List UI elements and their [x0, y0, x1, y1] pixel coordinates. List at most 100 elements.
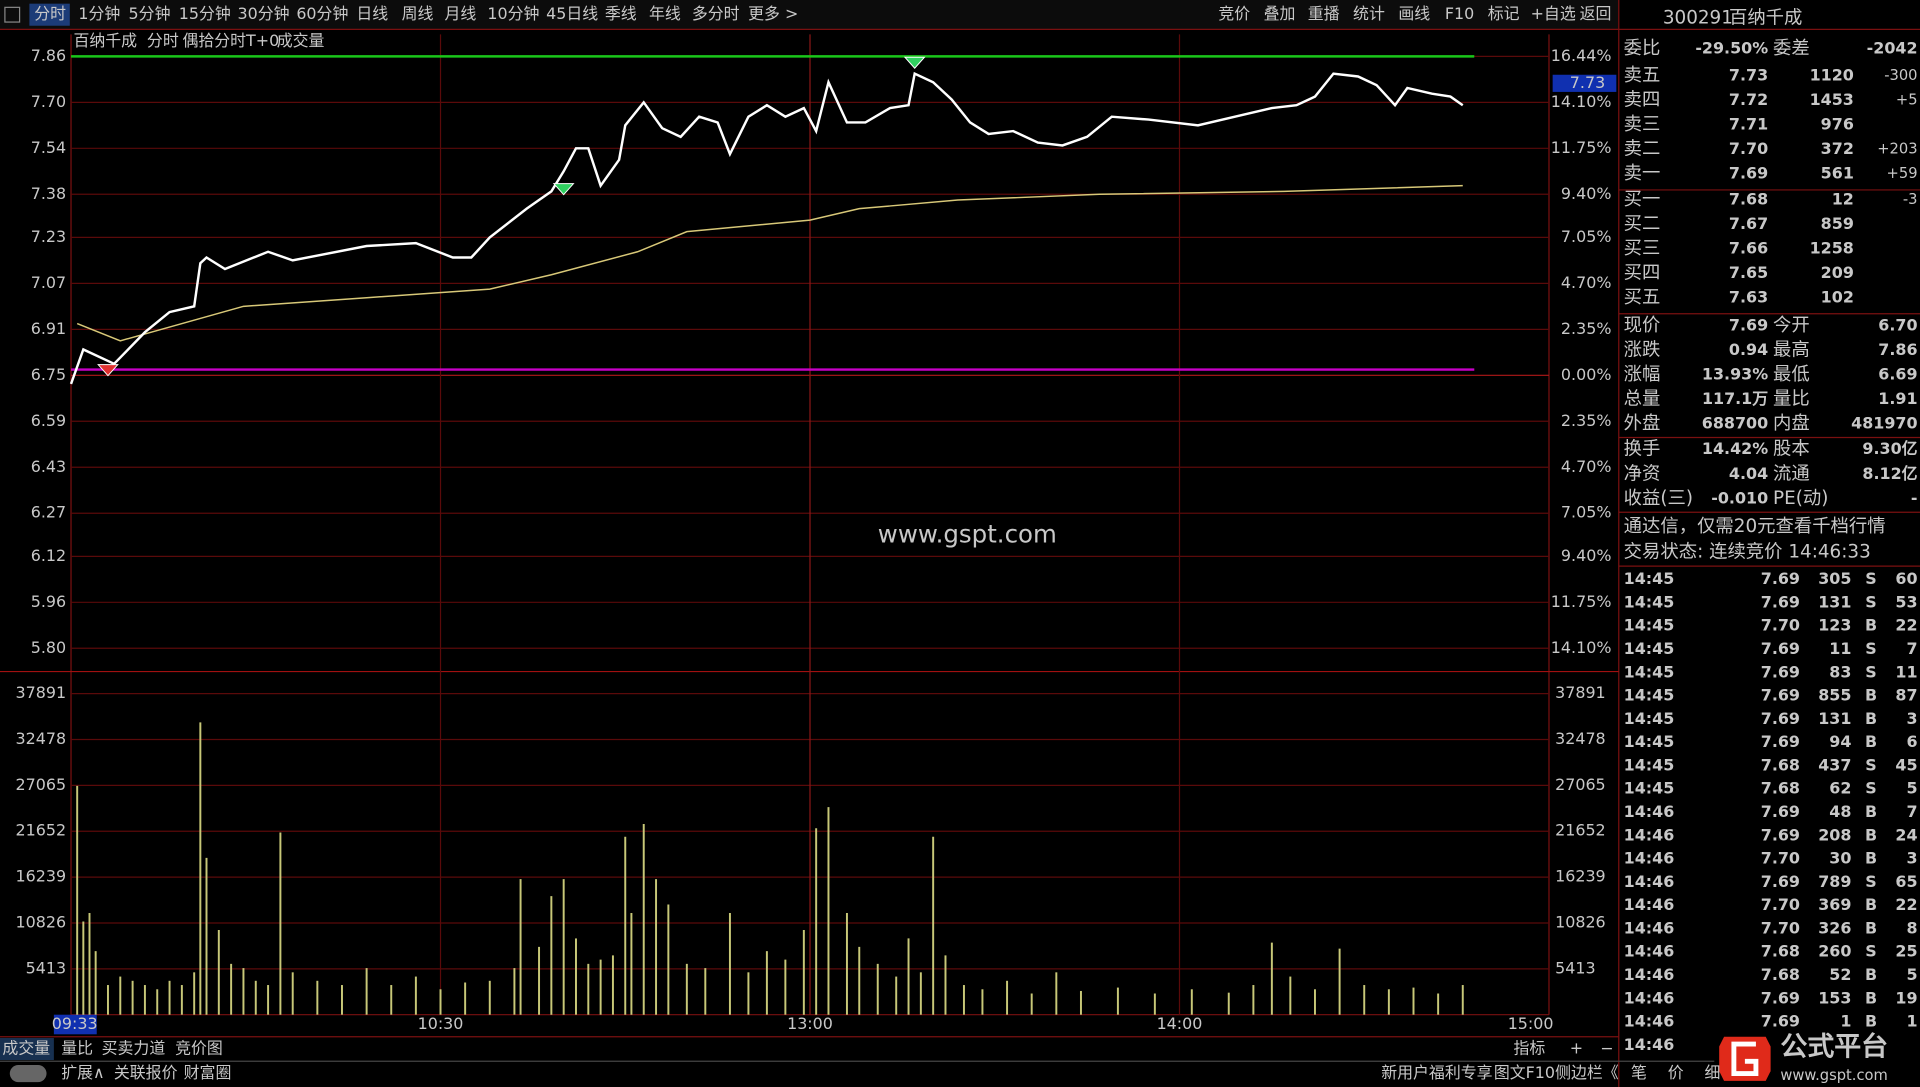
- bottom-link[interactable]: 新用户福利专享: [1381, 1063, 1492, 1082]
- bottom-tool[interactable]: +: [1570, 1039, 1583, 1058]
- trade-count: 7: [1906, 802, 1917, 821]
- trade-price: 7.70: [1761, 616, 1800, 635]
- quote-label: PE(动): [1773, 488, 1828, 509]
- ad-text[interactable]: 通达信，仅需20元查看千档行情: [1624, 516, 1886, 537]
- toolbar-button[interactable]: F10: [1445, 4, 1474, 23]
- toolbar-button[interactable]: 画线: [1398, 4, 1430, 23]
- bottom-tool[interactable]: 指标: [1513, 1039, 1545, 1058]
- bottom-tab[interactable]: 买卖力道: [102, 1039, 166, 1058]
- trade-count: 11: [1895, 662, 1917, 681]
- trade-side: S: [1865, 639, 1876, 658]
- stock-name: 百纳千成: [1729, 7, 1802, 28]
- bottom-tab[interactable]: 竞价图: [175, 1039, 223, 1058]
- stock-name: 百纳千成: [73, 31, 137, 50]
- quote-value: 9.30亿: [1862, 439, 1917, 458]
- quote-label: 收益(三): [1624, 488, 1693, 509]
- toolbar-tab[interactable]: 1分钟: [78, 4, 120, 23]
- toolbar-button[interactable]: 返回: [1580, 4, 1612, 23]
- bottom-tool[interactable]: −: [1600, 1039, 1613, 1058]
- bottom-tab[interactable]: 量比: [61, 1039, 93, 1058]
- toolbar-tab[interactable]: 月线: [444, 4, 476, 23]
- book-price: 7.72: [1729, 90, 1768, 109]
- trade-time: 14:45: [1624, 662, 1675, 681]
- toolbar-tab[interactable]: 季线: [605, 4, 637, 23]
- y-tick-label: 6.27: [31, 503, 66, 522]
- toolbar-tab[interactable]: 更多 >: [748, 4, 798, 23]
- trade-time: 14:46: [1624, 942, 1675, 961]
- volume-tick-label: 10826: [16, 912, 67, 931]
- trade-volume: 30: [1829, 849, 1851, 868]
- trade-price: 7.69: [1761, 592, 1800, 611]
- trade-count: 53: [1895, 592, 1917, 611]
- quote-label: 内盘: [1773, 413, 1810, 434]
- toolbar-tab[interactable]: 日线: [356, 4, 388, 23]
- signal-marker: [97, 364, 119, 377]
- toolbar-tab[interactable]: 年线: [649, 4, 681, 23]
- bottom-tab[interactable]: 成交量: [2, 1039, 50, 1058]
- trade-side: S: [1865, 592, 1876, 611]
- trade-price: 7.69: [1761, 709, 1800, 728]
- pct-label: 4.70%: [1561, 273, 1612, 292]
- trade-price: 7.69: [1761, 872, 1800, 891]
- trade-volume: 153: [1818, 988, 1851, 1007]
- book-change: -3: [1903, 191, 1918, 208]
- y-tick-label: 7.38: [31, 184, 66, 203]
- y-tick-label: 7.70: [31, 92, 66, 111]
- toolbar-tab[interactable]: 45日线: [546, 4, 598, 23]
- toggle[interactable]: [9, 1064, 47, 1083]
- bottom-link[interactable]: 关联报价: [114, 1063, 178, 1082]
- average-line: [76, 184, 1463, 342]
- side-tab[interactable]: 价: [1668, 1063, 1684, 1082]
- book-label: 买五: [1624, 287, 1661, 308]
- quote-value: 6.70: [1878, 315, 1917, 334]
- quote-label: 涨幅: [1624, 364, 1661, 385]
- toolbar-tab[interactable]: 15分钟: [179, 4, 231, 23]
- toolbar-button[interactable]: 统计: [1353, 4, 1385, 23]
- trade-volume: 11: [1829, 639, 1851, 658]
- quote-value: 7.69: [1729, 315, 1768, 334]
- trade-price: 7.70: [1761, 895, 1800, 914]
- quote-value: 14.42%: [1702, 439, 1768, 458]
- toolbar-button[interactable]: 竞价: [1218, 4, 1250, 23]
- toolbar-tab[interactable]: 周线: [402, 4, 434, 23]
- book-volume: 102: [1821, 287, 1854, 306]
- toolbar-tab[interactable]: 10分钟: [487, 4, 539, 23]
- toolbar-tab[interactable]: 5分钟: [129, 4, 171, 23]
- book-volume: 561: [1821, 164, 1854, 183]
- trade-price: 7.69: [1761, 988, 1800, 1007]
- trade-price: 7.69: [1761, 662, 1800, 681]
- toolbar-button[interactable]: 标记: [1488, 4, 1520, 23]
- bottom-link[interactable]: 侧边栏《: [1555, 1063, 1619, 1082]
- trade-volume: 62: [1829, 779, 1851, 798]
- book-price: 7.71: [1729, 114, 1768, 133]
- bottom-link[interactable]: 图文F10: [1494, 1063, 1555, 1082]
- trade-count: 1: [1906, 1012, 1917, 1031]
- y-tick-label: 5.96: [31, 592, 66, 611]
- toolbar-button[interactable]: +自选: [1531, 4, 1576, 23]
- toolbar-tab[interactable]: 60分钟: [296, 4, 348, 23]
- side-tab[interactable]: 细: [1704, 1063, 1720, 1082]
- bottom-link[interactable]: 扩展∧: [61, 1063, 104, 1082]
- bottom-link[interactable]: 财富圈: [184, 1063, 232, 1082]
- toolbar-tab[interactable]: 分时: [34, 4, 66, 23]
- quote-label: 外盘: [1624, 413, 1661, 434]
- book-price: 7.73: [1729, 65, 1768, 84]
- toolbar-tab[interactable]: 多分时: [692, 4, 740, 23]
- trade-volume: 94: [1829, 732, 1851, 751]
- toolbar-tab[interactable]: 30分钟: [238, 4, 290, 23]
- quote-value: 481970: [1851, 414, 1917, 433]
- menu-icon[interactable]: [4, 6, 21, 23]
- book-change: -300: [1884, 67, 1917, 84]
- trade-price: 7.68: [1761, 755, 1800, 774]
- cursor-price-bg: [1552, 74, 1617, 92]
- quote-value: 4.04: [1729, 464, 1768, 483]
- trade-side: B: [1865, 802, 1877, 821]
- book-volume: 1258: [1810, 238, 1854, 257]
- y-tick-label: 7.07: [31, 273, 66, 292]
- pct-label: 4.70%: [1561, 457, 1612, 476]
- toolbar-button[interactable]: 重播: [1308, 4, 1340, 23]
- side-tab[interactable]: 笔: [1631, 1063, 1647, 1082]
- toolbar-button[interactable]: 叠加: [1264, 4, 1296, 23]
- trade-time: 14:45: [1624, 569, 1675, 588]
